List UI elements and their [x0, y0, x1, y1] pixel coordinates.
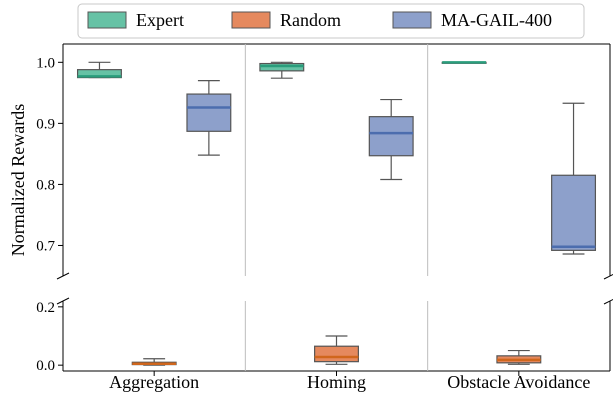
box-expert-obstacle-avoidance: [441, 61, 487, 64]
axis-ticks: 0.7 0.8 0.9 1.0 0.0 0.2 Aggregation Homing Obsta…: [36, 55, 590, 392]
legend-label: Random: [280, 10, 341, 30]
y-tick-label: 0.9: [36, 116, 55, 132]
axes-frames: [56, 43, 613, 372]
axis-break-mark: [603, 273, 613, 280]
x-tick-label: Homing: [307, 372, 366, 392]
box-random-obstacle-avoidance: [496, 349, 542, 365]
legend-swatch: [231, 11, 271, 29]
legend-swatch: [392, 11, 432, 29]
legend-swatch: [87, 11, 127, 29]
box-ma-gail-400-homing: [368, 98, 414, 181]
box-expert-homing: [259, 61, 305, 79]
axis-break-mark: [603, 298, 613, 305]
legend-label: MA-GAIL-400: [441, 10, 552, 30]
y-tick-label: 0.2: [36, 300, 55, 316]
axis-break-mark: [56, 297, 70, 305]
y-tick-label: 1.0: [36, 55, 55, 71]
x-tick-label: Obstacle Avoidance: [447, 372, 590, 392]
box-ma-gail-400-aggregation: [186, 80, 232, 156]
box-expert-aggregation: [76, 61, 122, 79]
axis-break-mark: [56, 272, 70, 280]
y-tick-label: 0.8: [36, 177, 55, 193]
legend-label: Expert: [136, 10, 184, 30]
box-ma-gail-400-obstacle-avoidance: [551, 102, 597, 255]
box-body: [368, 116, 414, 157]
box-random-aggregation: [131, 358, 177, 366]
y-tick-label: 0.0: [36, 358, 55, 374]
box-body: [186, 93, 232, 132]
x-tick-label: Aggregation: [109, 372, 199, 392]
y-tick-label: 0.7: [36, 238, 55, 254]
box-body: [551, 174, 597, 251]
legend-frame: [77, 3, 585, 39]
y-axis-label: Normalized Rewards: [8, 104, 28, 256]
legend: Expert Random MA-GAIL-400: [77, 3, 585, 39]
box-series: [76, 61, 597, 366]
box-body: [314, 345, 359, 363]
box-random-homing: [314, 335, 359, 365]
